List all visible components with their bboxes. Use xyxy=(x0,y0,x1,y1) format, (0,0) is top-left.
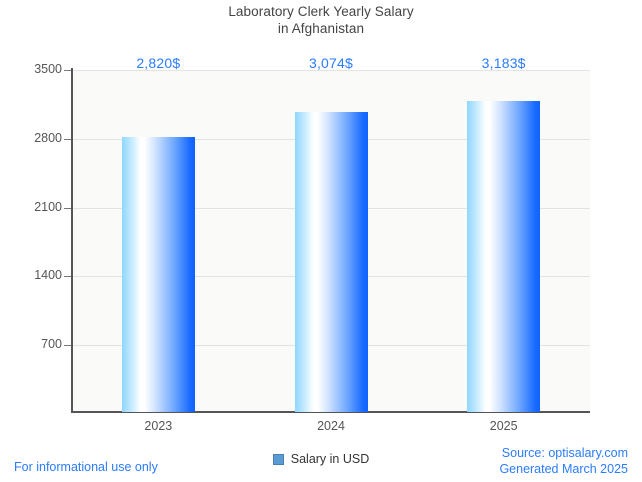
generated-line: Generated March 2025 xyxy=(499,462,628,476)
source-line: Source: optisalary.com xyxy=(501,446,628,460)
y-axis-line xyxy=(71,68,73,413)
x-axis-tick-label-2024: 2024 xyxy=(317,419,345,433)
y-axis-tick-label: 3500 xyxy=(34,62,62,76)
bar-2025[interactable] xyxy=(467,101,541,412)
legend-swatch-salary-in-usd xyxy=(272,453,284,465)
legend-label-salary-in-usd: Salary in USD xyxy=(290,452,370,466)
chart-title-line2: in Afghanistan xyxy=(277,21,365,36)
gridline xyxy=(72,70,590,71)
y-axis-tick-mark xyxy=(64,207,71,209)
data-label-2024: 3,074$ xyxy=(308,55,354,71)
source-text: Source: optisalary.com Generated March 2… xyxy=(499,445,628,477)
chart-title-line1: Laboratory Clerk Yearly Salary xyxy=(228,4,414,19)
data-label-2023: 2,820$ xyxy=(136,55,181,71)
y-axis-tick-mark xyxy=(64,138,71,140)
y-axis-tick-mark xyxy=(64,276,71,278)
y-axis-tick-mark xyxy=(64,345,71,346)
x-axis-tick-label-2025: 2025 xyxy=(489,419,518,433)
y-axis-tick-mark xyxy=(64,70,71,71)
bar-2023[interactable] xyxy=(121,136,195,412)
disclaimer-text: For informational use only xyxy=(14,460,158,474)
y-axis-tick-label: 1400 xyxy=(34,268,62,283)
chart-title: Laboratory Clerk Yearly Salary in Afghan… xyxy=(0,3,642,37)
y-axis-tick-label: 2100 xyxy=(34,199,62,214)
data-label-2025: 3,183$ xyxy=(481,55,526,71)
x-axis-tick-label-2023: 2023 xyxy=(144,419,173,433)
y-axis-tick-label: 700 xyxy=(41,337,62,351)
y-axis-tick-label: 2800 xyxy=(34,130,62,145)
bar-2024[interactable] xyxy=(294,111,368,412)
chart-legend: Salary in USD xyxy=(0,452,642,466)
